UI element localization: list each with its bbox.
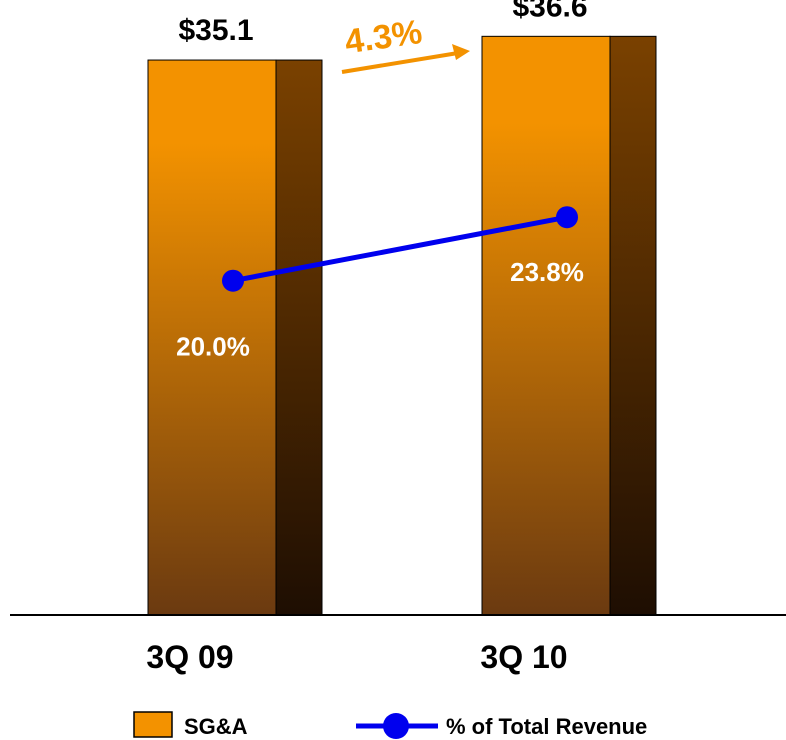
growth-annotation: 4.3% [341, 13, 470, 74]
legend-item-pct-revenue: % of Total Revenue [356, 713, 647, 739]
legend-label-sga: SG&A [184, 714, 248, 739]
line-value-label-1: 23.8% [510, 257, 584, 287]
legend: SG&A % of Total Revenue [133, 711, 647, 739]
bar-sga-1 [481, 35, 611, 616]
labels-layer: $35.1 3Q 09 $36.6 3Q 10 20.0% 23.8% [146, 0, 587, 675]
line-marker-0 [222, 269, 244, 292]
bar-sga-side-0 [275, 59, 323, 616]
legend-swatch-sga [133, 711, 173, 738]
bar-sga-side-1 [609, 35, 657, 616]
bars-layer [147, 35, 657, 616]
legend-item-sga: SG&A [133, 711, 248, 739]
line-pct-revenue [232, 214, 568, 284]
line-marker-1 [556, 206, 578, 229]
growth-arrow-line [341, 51, 459, 74]
bar-value-label-0: $35.1 [178, 14, 253, 47]
line-value-label-0: 20.0% [176, 332, 250, 362]
legend-marker-pct-revenue [383, 713, 409, 739]
line-series-layer [222, 206, 578, 292]
x-tick-label-0: 3Q 09 [146, 639, 233, 675]
bar-value-label-1: $36.6 [512, 0, 587, 23]
growth-label: 4.3% [342, 13, 424, 61]
bar-sga-0 [147, 59, 277, 616]
x-tick-label-1: 3Q 10 [480, 639, 567, 675]
growth-arrow-head [452, 44, 470, 60]
legend-label-pct-revenue: % of Total Revenue [446, 714, 647, 739]
